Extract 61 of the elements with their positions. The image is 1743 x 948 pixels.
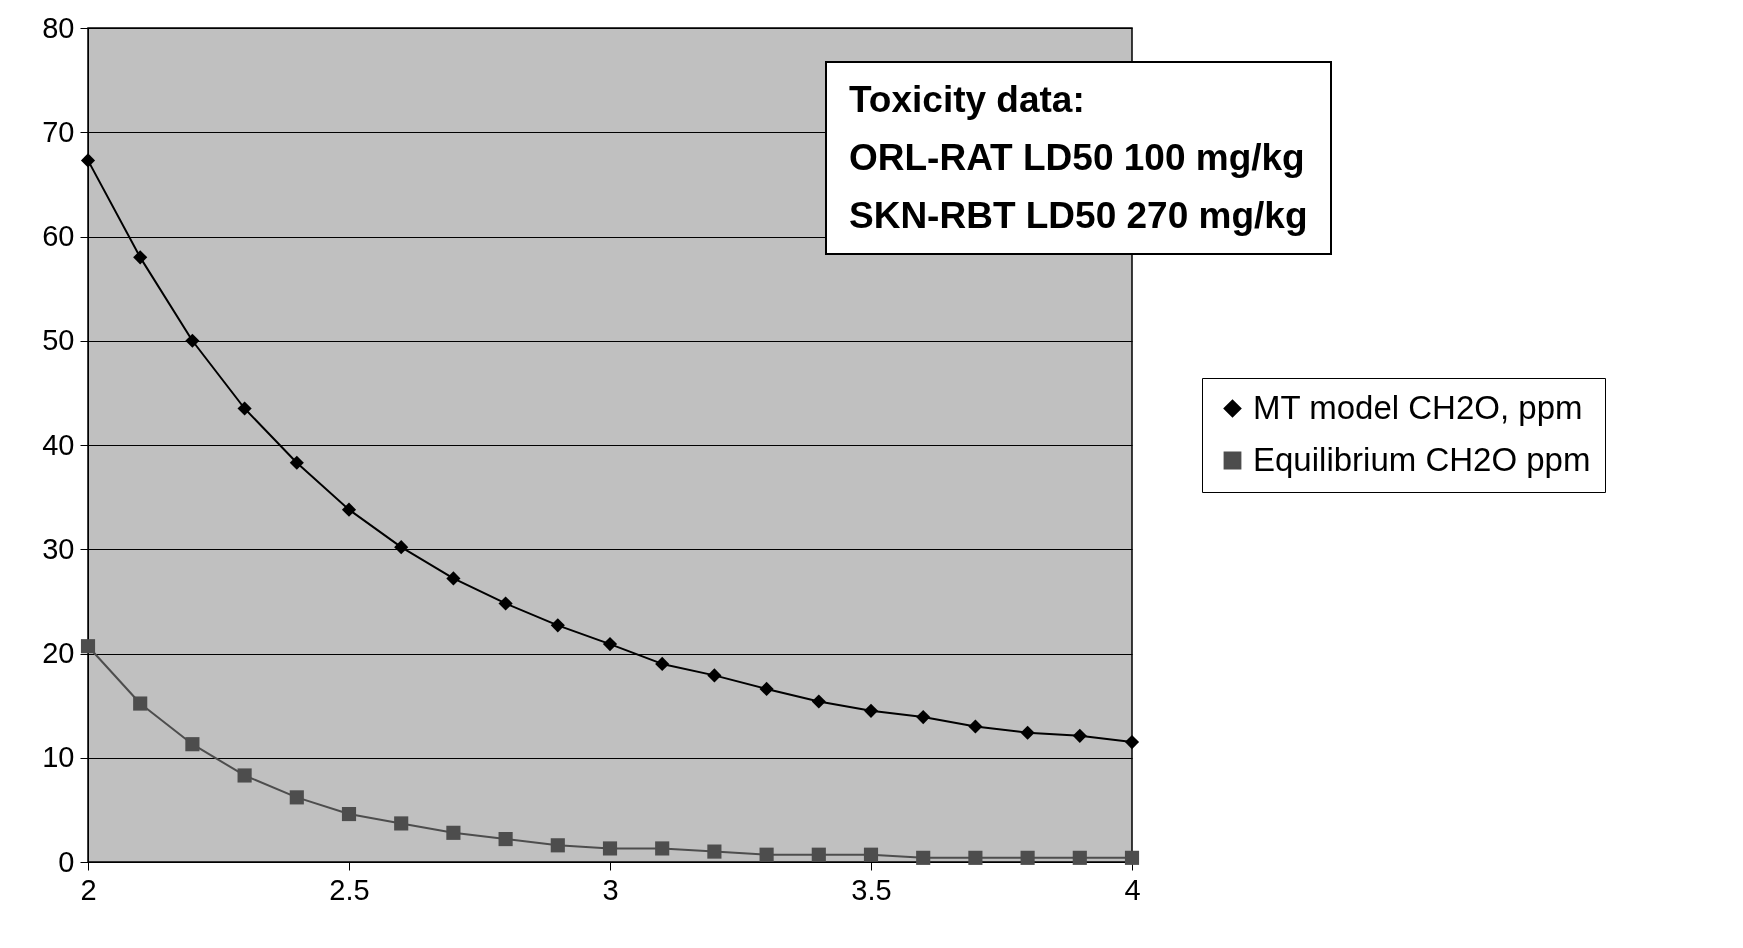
x-tick-label: 4	[1124, 873, 1141, 906]
annotation: Toxicity data:	[849, 78, 1086, 122]
x-tick-label: 3.5	[851, 873, 892, 906]
y-tick-label: 40	[42, 428, 75, 461]
point	[602, 841, 618, 856]
point	[133, 696, 148, 711]
point	[498, 831, 513, 847]
point	[916, 850, 931, 865]
point	[289, 790, 304, 805]
point	[1124, 850, 1140, 865]
point	[394, 540, 409, 555]
point	[968, 850, 983, 865]
point	[80, 153, 96, 168]
point	[394, 816, 409, 831]
point	[602, 637, 618, 652]
x-tick-label: 2	[80, 873, 97, 906]
point	[237, 401, 252, 416]
point	[1020, 850, 1035, 865]
point	[1020, 725, 1035, 740]
point	[655, 656, 670, 671]
point	[237, 768, 252, 783]
point	[811, 694, 826, 709]
y-tick-label: 20	[42, 637, 75, 669]
point	[341, 502, 357, 517]
point	[498, 596, 513, 611]
x-tick-label: 2.5	[329, 873, 370, 906]
point	[707, 844, 722, 859]
legend-label: Equilibrium CH2O ppm	[1253, 440, 1591, 478]
y-tick-label: 10	[42, 741, 75, 774]
point	[968, 719, 983, 734]
point	[707, 668, 722, 683]
point	[1072, 850, 1087, 865]
point	[133, 250, 148, 265]
annotation: ORL-RAT LD50 100 mg/kg	[849, 136, 1306, 180]
point	[446, 825, 461, 840]
point	[1124, 735, 1140, 750]
point	[1072, 728, 1087, 743]
point	[863, 847, 879, 862]
y-tick-label: 60	[42, 220, 75, 252]
y-tick-label: 50	[42, 324, 75, 357]
point	[759, 847, 774, 862]
point	[289, 455, 304, 470]
annotation: SKN-RBT LD50 270 mg/kg	[849, 194, 1308, 238]
point	[550, 618, 565, 633]
point	[916, 710, 931, 725]
point	[863, 703, 879, 718]
point	[185, 737, 200, 752]
point	[446, 571, 461, 586]
point	[185, 333, 200, 348]
point	[341, 806, 357, 822]
legend-label: MT model CH2O, ppm	[1253, 388, 1583, 426]
y-tick-label: 70	[42, 115, 75, 148]
point	[759, 681, 774, 697]
y-tick-label: 0	[58, 845, 75, 878]
point	[550, 838, 565, 853]
y-tick-label: 30	[42, 532, 75, 565]
text-box: Toxicity data: ORL-RAT LD50 100 mg/kg SKN-RBT LD50 270 mg/kg	[825, 61, 1332, 255]
y-tick-label: 80	[42, 11, 75, 44]
x-tick-label: 3	[602, 873, 619, 906]
point	[811, 847, 826, 862]
point	[655, 841, 670, 856]
